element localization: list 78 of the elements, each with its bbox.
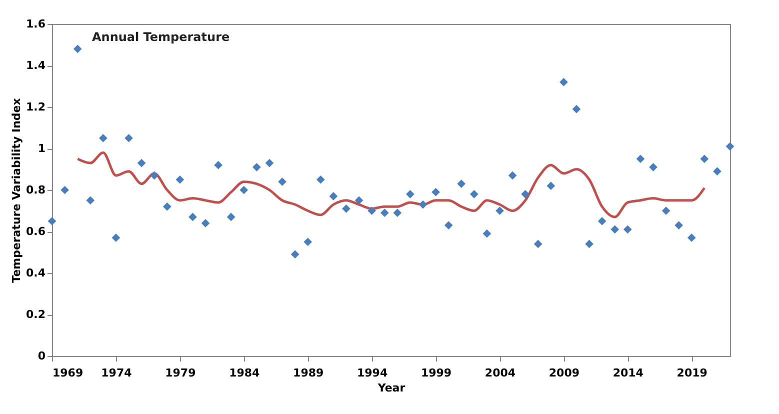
y-tick-label: 0.2 bbox=[26, 308, 46, 321]
point bbox=[278, 178, 286, 186]
point bbox=[687, 234, 696, 242]
point bbox=[188, 212, 197, 222]
x-tick-label: 1994 bbox=[357, 366, 388, 380]
point bbox=[457, 180, 466, 188]
y-tick-label: 0.8 bbox=[26, 184, 46, 196]
point bbox=[86, 196, 95, 205]
point bbox=[112, 234, 120, 242]
point bbox=[393, 208, 402, 218]
point bbox=[316, 175, 325, 184]
y-tick-label: 0.6 bbox=[26, 225, 46, 238]
x-tick-label: 1984 bbox=[229, 366, 260, 380]
point bbox=[342, 204, 350, 213]
x-tick-label: 2014 bbox=[612, 366, 644, 380]
point bbox=[623, 225, 632, 234]
point bbox=[201, 219, 210, 228]
x-tick-label: 1989 bbox=[293, 366, 324, 380]
point bbox=[226, 212, 236, 222]
annotation: Annual Temperature bbox=[92, 30, 230, 44]
point bbox=[98, 134, 108, 142]
point bbox=[265, 158, 274, 168]
point bbox=[713, 167, 722, 176]
point bbox=[60, 186, 69, 194]
x-tick-label: 2004 bbox=[484, 366, 516, 380]
x-tick-label: 1969 bbox=[52, 366, 84, 380]
point bbox=[726, 142, 734, 151]
point bbox=[585, 240, 594, 248]
point bbox=[700, 154, 709, 164]
point bbox=[636, 154, 645, 164]
point bbox=[662, 206, 670, 215]
point bbox=[290, 250, 300, 259]
point bbox=[240, 186, 248, 194]
point bbox=[368, 206, 376, 215]
x-tick-label: 1999 bbox=[420, 366, 452, 380]
point bbox=[418, 200, 428, 209]
y-tick-label: 1.6 bbox=[26, 18, 46, 30]
y-axis-title: Temperature Variability Index bbox=[10, 98, 24, 283]
x-tick-label: 1979 bbox=[165, 366, 196, 380]
x-tick-label: 2009 bbox=[548, 366, 580, 380]
point bbox=[329, 192, 338, 200]
point bbox=[674, 221, 684, 230]
point bbox=[598, 216, 606, 226]
y-tick-label: 0.4 bbox=[26, 266, 46, 280]
point bbox=[508, 171, 517, 180]
point bbox=[610, 225, 620, 234]
point bbox=[214, 160, 222, 170]
x-tick-label: 1974 bbox=[101, 366, 132, 380]
point bbox=[521, 190, 530, 198]
x-axis-title: Year bbox=[376, 382, 406, 394]
point bbox=[124, 134, 133, 142]
point bbox=[444, 221, 453, 230]
y-tick-label: 1 bbox=[38, 142, 46, 155]
point bbox=[560, 78, 568, 86]
line-series bbox=[76, 151, 706, 218]
point bbox=[48, 216, 56, 226]
point bbox=[354, 196, 364, 205]
y-tick-label: 1.2 bbox=[26, 100, 46, 114]
point bbox=[176, 175, 184, 184]
y-tick-label: 1.4 bbox=[26, 59, 46, 72]
y-tick-label: 0 bbox=[38, 350, 46, 362]
point bbox=[470, 190, 478, 198]
point bbox=[572, 104, 581, 114]
point bbox=[73, 44, 82, 54]
point bbox=[304, 238, 312, 246]
point bbox=[150, 171, 159, 180]
point bbox=[137, 158, 146, 168]
point bbox=[496, 206, 504, 215]
point bbox=[162, 202, 172, 211]
point bbox=[252, 162, 261, 172]
point bbox=[546, 182, 556, 190]
point bbox=[482, 229, 492, 238]
point bbox=[380, 208, 389, 218]
point bbox=[406, 190, 414, 198]
point bbox=[432, 188, 440, 196]
point bbox=[534, 240, 542, 248]
x-tick-label: 2019 bbox=[676, 366, 708, 380]
point bbox=[649, 162, 658, 172]
